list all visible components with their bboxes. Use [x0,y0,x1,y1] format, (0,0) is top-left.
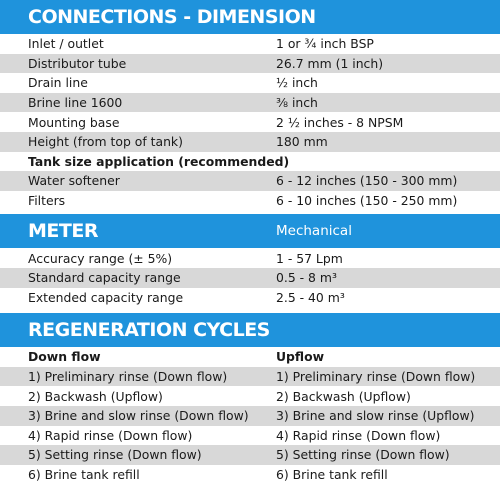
regeneration-column-headings: Down flow Upflow [0,347,500,367]
upflow-step: 6) Brine tank refill [276,466,388,482]
spec-value: 0.5 - 8 m³ [276,270,337,286]
meter-type: Mechanical [276,223,352,240]
cycle-row: 2) Backwash (Upflow) 2) Backwash (Upflow… [0,386,500,406]
spec-value: 6 - 12 inches (150 - 300 mm) [276,173,458,189]
connections-title: CONNECTIONS - DIMENSION [28,6,316,28]
spec-label: Height (from top of tank) [28,134,183,150]
cycle-row: 1) Preliminary rinse (Down flow) 1) Prel… [0,366,500,387]
down-flow-step: 3) Brine and slow rinse (Down flow) [28,408,249,424]
down-flow-step: 6) Brine tank refill [28,466,140,482]
meter-title: METER [28,220,98,243]
spec-value: 1 - 57 Lpm [276,250,343,266]
spec-value: 6 - 10 inches (150 - 250 mm) [276,193,458,209]
meter-header: METER Mechanical [0,214,500,249]
spec-value: 2 ½ inches - 8 NPSM [276,114,404,130]
spec-label: Distributor tube [28,55,127,71]
spec-row: Brine line 1600 ⅜ inch [0,92,500,113]
spec-row: Drain line ½ inch [0,73,500,93]
spec-value: 1 or ¾ inch BSP [276,36,374,52]
connections-header: CONNECTIONS - DIMENSION [0,0,500,34]
spec-row: Extended capacity range 2.5 - 40 m³ [0,288,500,308]
upflow-step: 5) Setting rinse (Down flow) [276,447,450,463]
down-flow-step: 1) Preliminary rinse (Down flow) [28,369,228,385]
down-flow-step: 5) Setting rinse (Down flow) [28,447,202,463]
upflow-step: 2) Backwash (Upflow) [276,388,411,404]
tank-size-subheading: Tank size application (recommended) [0,152,500,172]
spec-row: Inlet / outlet 1 or ¾ inch BSP [0,34,500,54]
down-flow-step: 4) Rapid rinse (Down flow) [28,427,193,443]
cycle-row: 5) Setting rinse (Down flow) 5) Setting … [0,445,500,465]
spec-label: Brine line 1600 [28,95,123,111]
regeneration-title: REGENERATION CYCLES [28,319,270,342]
upflow-step: 3) Brine and slow rinse (Upflow) [276,408,475,424]
upflow-heading: Upflow [276,349,325,365]
spec-value: 2.5 - 40 m³ [276,289,345,305]
upflow-step: 4) Rapid rinse (Down flow) [276,427,441,443]
subheading-label: Tank size application (recommended) [28,153,290,169]
spec-row: Water softener 6 - 12 inches (150 - 300 … [0,171,500,191]
spec-value: 180 mm [276,134,328,150]
spec-row: Mounting base 2 ½ inches - 8 NPSM [0,112,500,132]
spec-value: 26.7 mm (1 inch) [276,55,384,71]
spec-value: ⅜ inch [276,95,318,111]
spec-value: ½ inch [276,75,318,91]
spec-label: Accuracy range (± 5%) [28,250,173,266]
spec-label: Extended capacity range [28,289,184,305]
spec-label: Drain line [28,75,88,91]
spec-row: Standard capacity range 0.5 - 8 m³ [0,267,500,288]
spec-label: Standard capacity range [28,270,181,286]
regeneration-header: REGENERATION CYCLES [0,313,500,348]
spec-row: Height (from top of tank) 180 mm [0,131,500,152]
cycle-row: 6) Brine tank refill 6) Brine tank refil… [0,465,500,485]
spec-row: Distributor tube 26.7 mm (1 inch) [0,53,500,74]
spec-label: Filters [28,193,66,209]
spec-label: Water softener [28,173,120,189]
cycle-row: 3) Brine and slow rinse (Down flow) 3) B… [0,405,500,426]
down-flow-step: 2) Backwash (Upflow) [28,388,163,404]
cycle-row: 4) Rapid rinse (Down flow) 4) Rapid rins… [0,426,500,446]
down-flow-heading: Down flow [28,349,101,365]
spec-label: Mounting base [28,114,120,130]
upflow-step: 1) Preliminary rinse (Down flow) [276,369,476,385]
spec-row: Filters 6 - 10 inches (150 - 250 mm) [0,191,500,211]
spec-label: Inlet / outlet [28,36,104,52]
spec-row: Accuracy range (± 5%) 1 - 57 Lpm [0,248,500,268]
